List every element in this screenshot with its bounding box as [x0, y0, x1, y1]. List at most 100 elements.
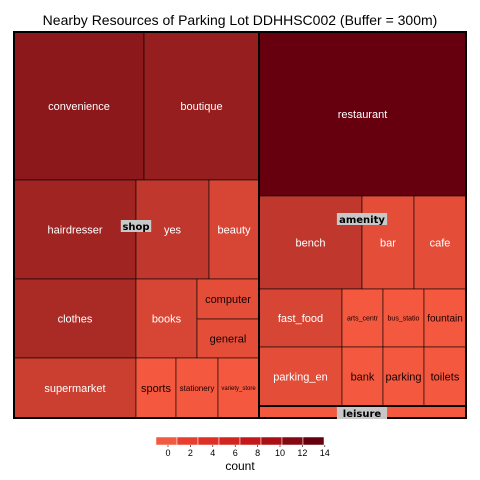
- tile-rect-variety-store: [217, 357, 260, 419]
- tile-computer: computer: [196, 278, 260, 320]
- group-frames: [13, 31, 467, 419]
- tile-label-sports: sports: [141, 383, 171, 395]
- group-label-bg-leisure: [336, 407, 388, 419]
- tile-fast-food: fast_food: [258, 288, 343, 348]
- tile-variety-store: variety_store: [217, 357, 260, 419]
- tile-rect-toilets: [423, 346, 467, 407]
- tile-parking-en: parking_en: [258, 346, 343, 407]
- tile-label-toilets: toilets: [431, 371, 460, 383]
- tile-supermarket: supermarket: [13, 357, 137, 419]
- tile-rect-boutique: [143, 31, 260, 181]
- tile-bus-statio: bus_statio: [382, 288, 425, 348]
- tile-label-beauty: beauty: [217, 224, 251, 236]
- group-label-text-leisure: leisure: [343, 409, 382, 420]
- tile-label-hairdresser: hairdresser: [47, 224, 102, 236]
- tile-label-bench: bench: [296, 237, 326, 249]
- tile-rect-sports: [135, 357, 177, 419]
- group-label-bg-shop: [120, 220, 152, 232]
- tile-label-arts-centr: arts_centr: [347, 315, 379, 322]
- legend-swatch-4: [239, 436, 262, 446]
- legend-swatch-2: [197, 436, 220, 446]
- tile-arts-centr: arts_centr: [341, 288, 384, 348]
- tile-label-yes: yes: [164, 224, 182, 236]
- group-labels: shop amenity leisure: [120, 213, 388, 420]
- chart-frame: [13, 31, 467, 419]
- legend-tick-14: 14: [320, 448, 330, 458]
- tile-label-fast-food: fast_food: [278, 313, 323, 325]
- tile-rect-parking: [382, 346, 425, 407]
- legend-swatch-3: [218, 436, 241, 446]
- tile-label-clothes: clothes: [58, 313, 93, 325]
- tile-label-books: books: [152, 313, 182, 325]
- tile-rect-clothes: [13, 278, 137, 359]
- tile-parking: parking: [382, 346, 425, 407]
- tile-bench: bench: [258, 195, 363, 290]
- tile-hairdresser: hairdresser: [13, 179, 137, 280]
- tile-label-cafe: cafe: [430, 237, 451, 249]
- tile-label-restaurant: restaurant: [338, 109, 388, 121]
- legend-tick-0: 0: [165, 448, 170, 458]
- tile-beauty: beauty: [208, 179, 260, 280]
- legend-tick-10: 10: [275, 448, 285, 458]
- legend: 0 2 4 6 8 10 12 14 count: [155, 436, 330, 473]
- tile-label-bank: bank: [351, 371, 375, 383]
- tile-label-variety-store: variety_store: [221, 386, 256, 392]
- tile-rect-computer: [196, 278, 260, 320]
- group-label-bg-amenity: [336, 213, 388, 225]
- legend-tick-6: 6: [233, 448, 238, 458]
- tile-label-bus-statio: bus_statio: [388, 315, 420, 322]
- tile-rect-arts-centr: [341, 288, 384, 348]
- legend-tick-2: 2: [188, 448, 193, 458]
- legend-tick-4: 4: [210, 448, 215, 458]
- legend-swatch-6: [281, 436, 304, 446]
- legend-tick-8: 8: [255, 448, 260, 458]
- tile-bar: bar: [361, 195, 415, 290]
- legend-swatch-5: [260, 436, 283, 446]
- tile-rect-fast-food: [258, 288, 343, 348]
- tile-label-general: general: [210, 333, 247, 345]
- tile-label-fountain: fountain: [427, 314, 463, 325]
- tile-label-boutique: boutique: [180, 101, 222, 113]
- tile-cafe: cafe: [413, 195, 467, 290]
- legend-swatch-1: [176, 436, 199, 446]
- tile-label-stationery: stationery: [180, 384, 215, 393]
- tile-sports: sports: [135, 357, 177, 419]
- tile-rect-stationery: [175, 357, 219, 419]
- group-label-amenity: amenity: [336, 213, 388, 226]
- group-label-shop: shop: [120, 220, 152, 233]
- tile-label-convenience: convenience: [48, 101, 110, 113]
- tile-clothes: clothes: [13, 278, 137, 359]
- group-label-leisure: leisure: [336, 407, 388, 420]
- tile-books: books: [135, 278, 198, 359]
- tile-label-parking: parking: [385, 371, 421, 383]
- legend-swatch-0: [155, 436, 178, 446]
- legend-swatch-7: [302, 436, 325, 446]
- tile-boutique: boutique: [143, 31, 260, 181]
- tile-label-bar: bar: [380, 237, 396, 249]
- tile-rect-books: [135, 278, 198, 359]
- tile-toilets: toilets: [423, 346, 467, 407]
- legend-title: count: [225, 459, 255, 473]
- tile-label-computer: computer: [205, 294, 251, 306]
- treemap-tiles: convenience boutique hairdresser yes beauty c…: [13, 31, 467, 419]
- tile-bank: bank: [341, 346, 384, 407]
- tile-stationery: stationery: [175, 357, 219, 419]
- tile-rect-restaurant: [258, 31, 467, 197]
- tile-fountain: fountain: [423, 288, 467, 348]
- tile-rect-general: [196, 318, 260, 359]
- group-label-text-shop: shop: [122, 222, 149, 233]
- group-label-text-amenity: amenity: [339, 215, 385, 226]
- tile-general: general: [196, 318, 260, 359]
- tile-rect-bench: [258, 195, 363, 290]
- tile-rect-beauty: [208, 179, 260, 280]
- tile-rect-hairdresser: [13, 179, 137, 280]
- tile-rect-convenience: [13, 31, 145, 181]
- tile-convenience: convenience: [13, 31, 145, 181]
- tile-label-supermarket: supermarket: [44, 383, 105, 395]
- tile-rect-parking-en: [258, 346, 343, 407]
- chart-title: Nearby Resources of Parking Lot DDHHSC00…: [43, 12, 438, 28]
- tile-label-parking-en: parking_en: [273, 371, 327, 383]
- legend-tick-12: 12: [297, 448, 307, 458]
